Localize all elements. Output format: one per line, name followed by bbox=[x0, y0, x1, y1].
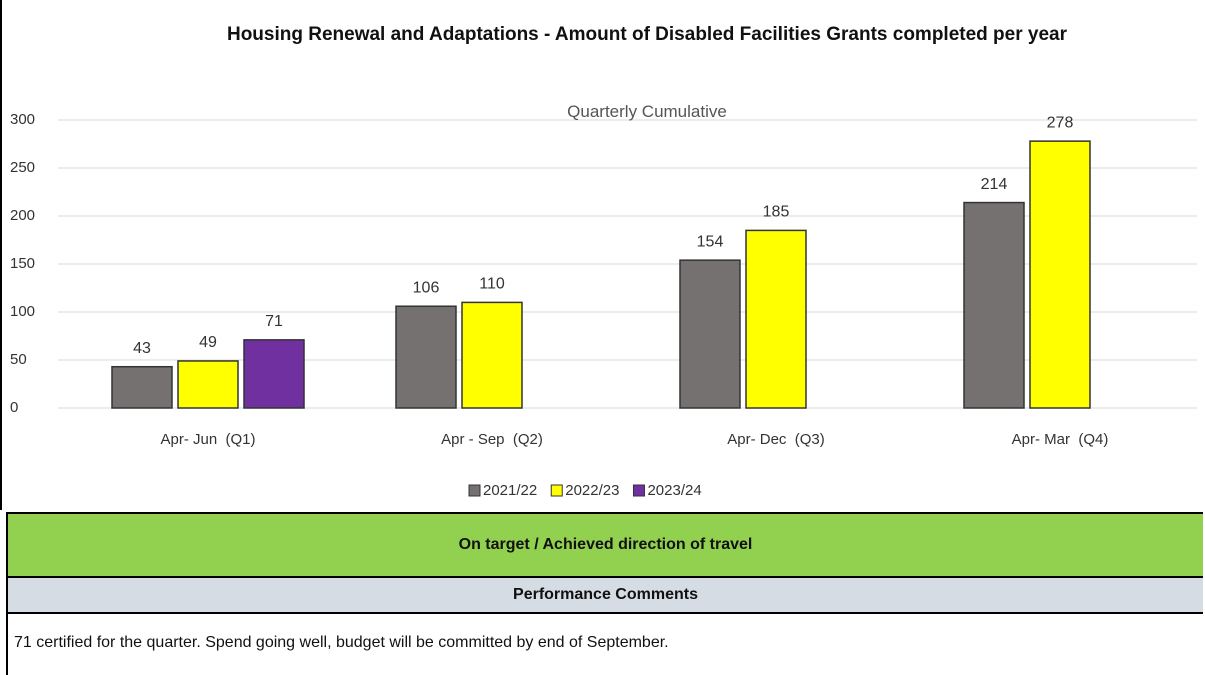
y-tick-label: 150 bbox=[10, 255, 35, 272]
chart-subtitle: Quarterly Cumulative bbox=[567, 102, 727, 121]
bar bbox=[679, 259, 741, 409]
chart: 0 50 100 150 200 250 300 Apr- Jun (Q1) 43 49 71 Apr… bbox=[10, 111, 1197, 499]
bar bbox=[177, 360, 239, 409]
comments-header: Performance Comments bbox=[6, 578, 1203, 614]
legend-swatch bbox=[468, 484, 481, 497]
x-tick-label: Apr- Mar (Q4) bbox=[1012, 431, 1109, 448]
bar bbox=[111, 365, 173, 409]
y-tick-label: 250 bbox=[10, 159, 35, 176]
bar bbox=[395, 305, 457, 409]
bar bbox=[745, 229, 807, 409]
chart-box: 0 50 100 150 200 250 300 Apr- Jun (Q1) 43 49 71 Apr… bbox=[0, 0, 1197, 510]
bar bbox=[963, 201, 1025, 409]
data-label: 185 bbox=[763, 204, 790, 221]
bar bbox=[243, 339, 305, 409]
x-tick-label: Apr - Sep (Q2) bbox=[441, 431, 543, 448]
data-label: 110 bbox=[479, 276, 505, 293]
x-tick-label: Apr- Jun (Q1) bbox=[160, 431, 255, 448]
status-banner: On target / Achieved direction of travel bbox=[6, 512, 1203, 578]
data-label: 154 bbox=[697, 233, 724, 250]
data-label: 106 bbox=[413, 279, 440, 296]
y-tick-label: 300 bbox=[10, 111, 35, 128]
data-label: 278 bbox=[1047, 114, 1074, 131]
legend-label: 2023/24 bbox=[647, 482, 701, 499]
data-label: 71 bbox=[265, 313, 283, 330]
legend-label: 2021/22 bbox=[483, 482, 537, 499]
chart-title: Housing Renewal and Adaptations - Amount… bbox=[226, 24, 1068, 45]
legend-swatch bbox=[632, 484, 645, 497]
comment-text: 71 certified for the quarter. Spend goin… bbox=[6, 614, 1201, 675]
y-tick-label: 200 bbox=[10, 207, 35, 224]
legend-swatch bbox=[550, 484, 563, 497]
bar bbox=[461, 301, 523, 409]
x-tick-label: Apr- Dec (Q3) bbox=[727, 431, 825, 448]
data-label: 49 bbox=[199, 334, 217, 351]
y-tick-label: 100 bbox=[10, 303, 35, 320]
bar bbox=[1029, 140, 1091, 409]
y-tick-label: 50 bbox=[10, 351, 27, 368]
legend-label: 2022/23 bbox=[565, 482, 619, 499]
y-tick-label: 0 bbox=[10, 399, 18, 416]
data-label: 43 bbox=[133, 340, 151, 357]
data-label: 214 bbox=[981, 176, 1008, 193]
